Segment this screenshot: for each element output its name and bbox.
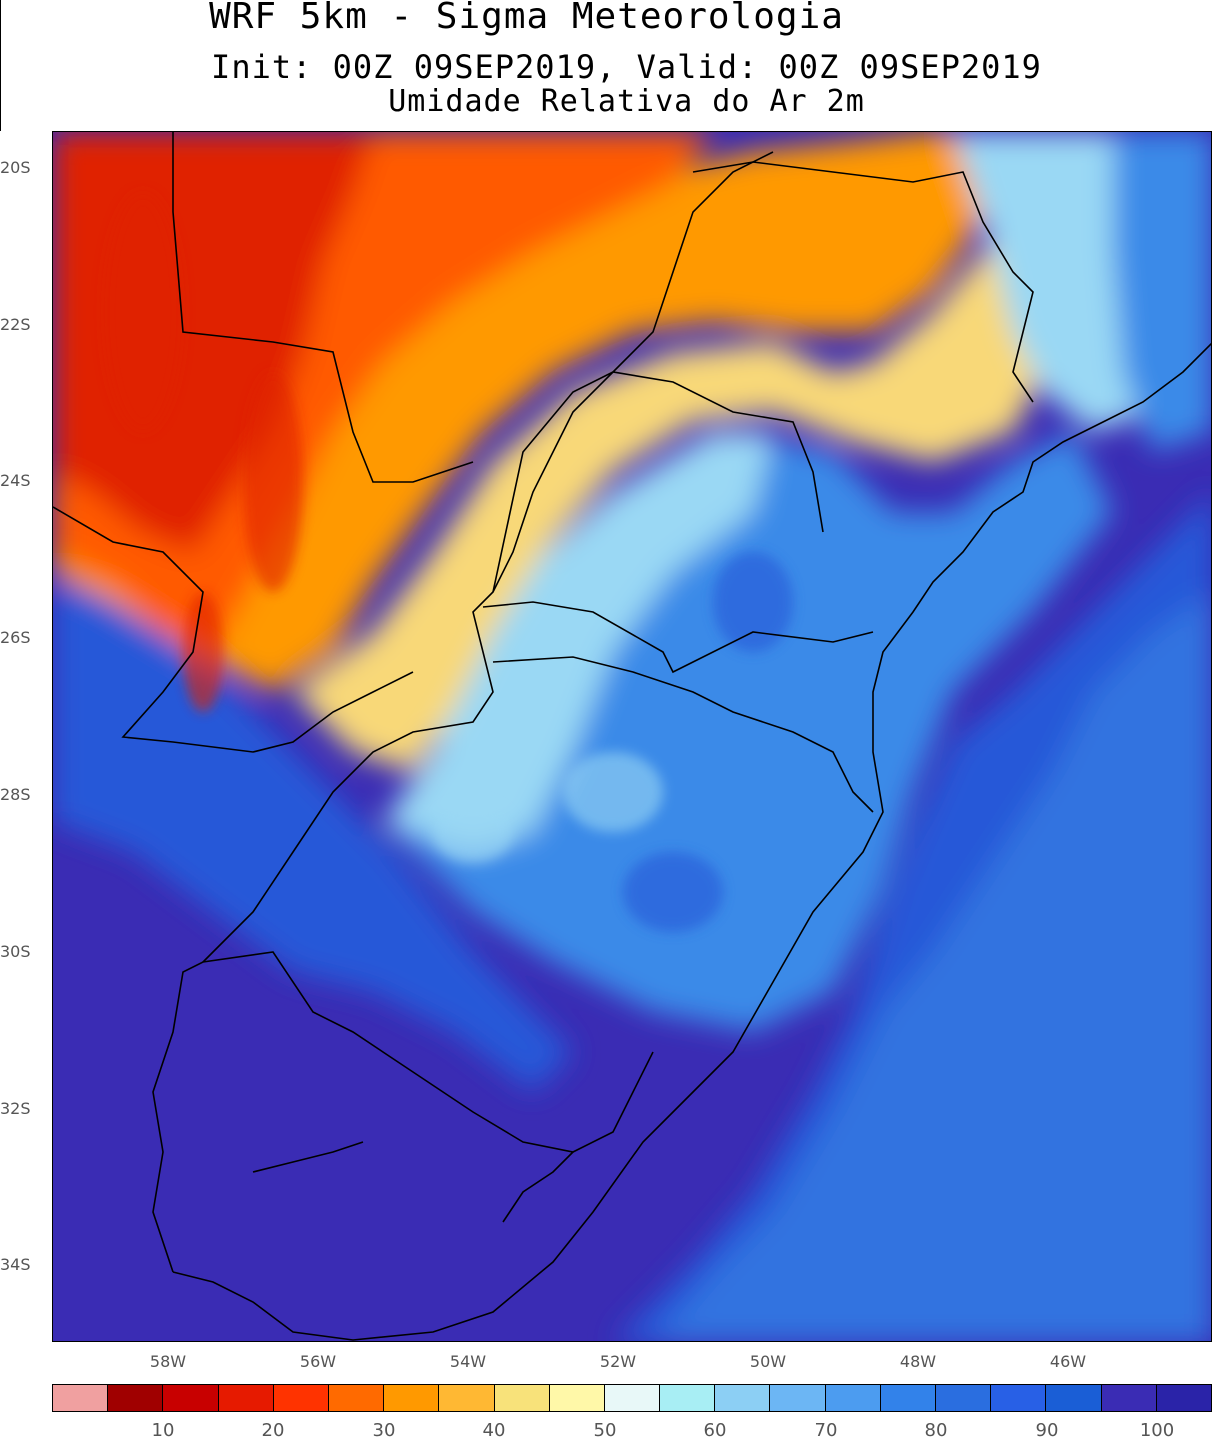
colorbar-swatch — [825, 1385, 881, 1411]
colorbar-swatch — [1046, 1385, 1102, 1411]
colorbar-swatch — [163, 1385, 219, 1411]
colorbar-swatch — [880, 1385, 936, 1411]
lat-label: 24S — [0, 471, 31, 490]
lon-label: 46W — [1049, 1352, 1087, 1371]
colorbar-tick-label: 10 — [151, 1420, 175, 1441]
map-run-info: Init: 00Z 09SEP2019, Valid: 00Z 09SEP201… — [211, 48, 1042, 86]
colorbar-swatch — [494, 1385, 550, 1411]
colorbar-tick-label: 100 — [1139, 1420, 1175, 1441]
state-border — [172, 132, 474, 483]
colorbar-tick-label: 40 — [482, 1420, 506, 1441]
coastline — [172, 342, 1211, 1341]
colorbar-swatch — [549, 1385, 605, 1411]
lagoon-outline — [252, 1141, 364, 1173]
lon-label: 48W — [899, 1352, 937, 1371]
map-variable: Umidade Relativa do Ar 2m — [388, 84, 865, 119]
country-border — [53, 506, 414, 753]
country-border — [152, 951, 654, 1273]
lat-label: 34S — [0, 1255, 31, 1274]
colorbar-swatch — [715, 1385, 771, 1411]
frame-left-rule — [0, 0, 1, 131]
map-field — [53, 132, 1211, 1341]
map-panel — [52, 131, 1212, 1342]
lat-label: 20S — [0, 158, 31, 177]
colorbar-tick-label: 60 — [703, 1420, 727, 1441]
lat-label: 28S — [0, 785, 31, 804]
state-border — [492, 656, 874, 813]
field-humid-patch — [563, 752, 663, 832]
lat-label: 30S — [0, 942, 31, 961]
colorbar-swatch — [936, 1385, 992, 1411]
colorbar-swatch — [384, 1385, 440, 1411]
colorbar-tick-label: 30 — [372, 1420, 396, 1441]
state-border — [692, 161, 1034, 403]
country-border — [202, 151, 774, 963]
lat-label: 26S — [0, 628, 31, 647]
field-moderate — [293, 132, 1113, 772]
field-wet-patch — [623, 852, 723, 932]
colorbar-swatch — [770, 1385, 826, 1411]
map-title: WRF 5km - Sigma Meteorologia — [209, 0, 844, 37]
colorbar-swatch — [991, 1385, 1047, 1411]
field-humid-patch — [433, 802, 513, 862]
field-wet-patch — [713, 552, 793, 652]
colorbar-swatch — [1156, 1385, 1211, 1411]
field-dry-patch — [183, 592, 223, 712]
field-humid-light — [383, 432, 773, 852]
lon-label: 52W — [599, 1352, 637, 1371]
colorbar-swatch — [439, 1385, 495, 1411]
lagoon-outline — [502, 1151, 574, 1223]
lat-label: 22S — [0, 315, 31, 334]
colorbar-swatch — [108, 1385, 164, 1411]
colorbar-tick-label: 90 — [1035, 1420, 1059, 1441]
colorbar-swatch — [604, 1385, 661, 1411]
colorbar — [52, 1384, 1212, 1412]
state-border — [482, 601, 874, 674]
field-west-wet — [53, 582, 573, 1092]
field-northeast-wet — [1113, 132, 1211, 452]
lat-label: 32S — [0, 1099, 31, 1118]
colorbar-swatch — [273, 1385, 329, 1411]
field-humid-ocean — [654, 593, 1211, 1341]
colorbar-swatch — [660, 1385, 716, 1411]
field-dry-patch — [103, 192, 183, 432]
state-border — [492, 371, 824, 593]
colorbar-swatch — [53, 1385, 109, 1411]
lon-label: 56W — [299, 1352, 337, 1371]
colorbar-tick-label: 70 — [814, 1420, 838, 1441]
colorbar-swatch — [328, 1385, 385, 1411]
colorbar-tick-label: 80 — [924, 1420, 948, 1441]
colorbar-tick-label: 50 — [593, 1420, 617, 1441]
lon-label: 50W — [749, 1352, 787, 1371]
field-dry-patch — [243, 372, 303, 592]
colorbar-swatch — [1101, 1385, 1157, 1411]
lon-label: 58W — [149, 1352, 187, 1371]
colorbar-tick-label: 20 — [261, 1420, 285, 1441]
lon-label: 54W — [449, 1352, 487, 1371]
colorbar-swatch — [218, 1385, 274, 1411]
